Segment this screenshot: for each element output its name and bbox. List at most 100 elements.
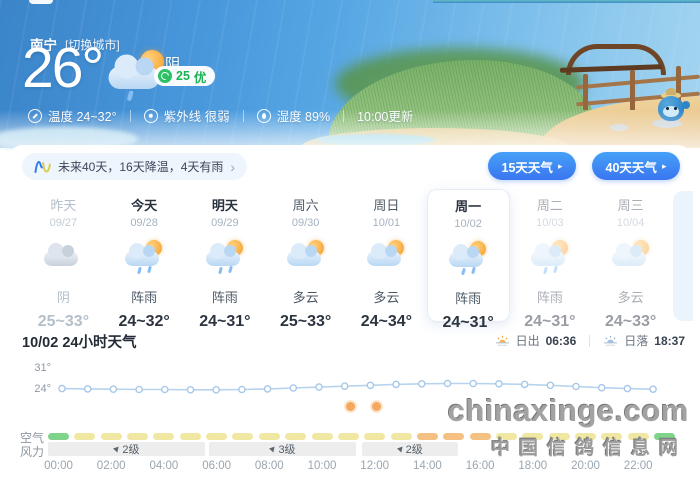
day-temp-range: 24~33° <box>604 313 657 330</box>
air-quality-segment <box>311 433 333 440</box>
switch-city-link[interactable]: [切换城市] <box>65 37 120 52</box>
day-column-sunday[interactable]: 周日 10/01 多云 24~34° <box>346 189 427 330</box>
trend-40day-pill[interactable]: 未来40天，16天降温，4天有雨 › <box>22 153 248 180</box>
day-column-monday-selected[interactable]: 周一 10/02 阵雨 24~31° <box>426 189 510 331</box>
day-condition: 阵雨 <box>131 290 158 305</box>
day-name: 周三 <box>617 198 644 213</box>
air-quality-segment <box>469 433 491 440</box>
weather-15day-button[interactable]: 15天天气 ▸ <box>488 152 576 180</box>
air-quality-segment <box>153 433 175 440</box>
divider <box>129 109 131 122</box>
sunrise-icon <box>495 335 509 346</box>
weather-showers-icon <box>528 240 572 275</box>
day-name: 周六 <box>292 198 319 213</box>
wind-track: 2级 3级 2级 <box>7 442 693 456</box>
y-axis-tick-24: 24° <box>34 383 51 395</box>
day-column-tomorrow[interactable]: 明天 09/29 阵雨 24~31° <box>185 189 266 330</box>
time-axis-label: 04:00 <box>149 460 179 472</box>
weather-40day-button[interactable]: 40天天气 ▸ <box>592 152 680 180</box>
day-name: 明天 <box>211 198 238 213</box>
day-temp-range: 24~32° <box>118 313 170 330</box>
weather-showers-icon <box>446 241 490 276</box>
day-condition: 多云 <box>292 290 319 305</box>
day-column-today[interactable]: 今天 09/28 阵雨 24~32° <box>104 189 185 330</box>
time-axis-label: 18:00 <box>518 460 548 472</box>
day-date: 10/01 <box>372 217 401 229</box>
stat-uv: 紫外线 很弱 <box>143 106 230 125</box>
day-date: 09/28 <box>130 217 158 229</box>
aqi-icon <box>158 69 172 83</box>
air-quality-segment <box>522 433 544 440</box>
stat-humidity: 湿度 89% <box>256 106 330 125</box>
weather-showers-icon <box>203 240 247 275</box>
divider <box>589 334 591 347</box>
time-axis: 00:00 02:00 04:00 06:00 08:00 10:00 12:00 14:00… <box>7 460 693 474</box>
time-axis-label: 12:00 <box>360 460 390 472</box>
time-axis-label: 00:00 <box>44 460 73 472</box>
day-temp-range: 24~31° <box>199 313 251 330</box>
air-quality-segment <box>206 433 228 440</box>
day-condition: 多云 <box>617 290 644 305</box>
weather-cloudy-icon <box>284 240 328 274</box>
day-condition: 阵雨 <box>536 290 563 305</box>
time-axis-label: 02:00 <box>96 460 126 472</box>
time-axis-label: 14:00 <box>413 460 442 472</box>
air-quality-segment <box>575 433 596 440</box>
sunset-icon <box>604 335 618 346</box>
day-column-wednesday[interactable]: 周三 10/04 多云 24~33° <box>590 189 671 330</box>
mist-overlay <box>0 110 700 148</box>
day-column-saturday[interactable]: 周六 09/30 多云 25~33° <box>265 189 346 330</box>
time-axis-label: 20:00 <box>571 460 600 472</box>
day-condition: 阵雨 <box>211 290 238 305</box>
humidity-icon <box>256 108 271 123</box>
arrow-right-icon: ▸ <box>557 160 563 171</box>
fence-post <box>583 74 588 110</box>
banner-stats-row: 温度 24~32° 紫外线 很弱 湿度 89% 10:00更新 <box>28 106 413 125</box>
air-quality-segment <box>179 433 201 440</box>
air-quality-segment <box>654 433 676 440</box>
day-date: 10/04 <box>616 217 645 229</box>
time-axis-label: 10:00 <box>307 460 337 472</box>
day-date: 10/03 <box>536 217 564 229</box>
air-quality-segment <box>232 433 254 440</box>
day-name: 今天 <box>131 198 158 213</box>
air-quality-segment <box>443 433 465 440</box>
air-quality-segment <box>100 433 122 440</box>
stat-temperature-range: 温度 24~32° <box>28 106 117 125</box>
sunrise-time: 06:36 <box>545 333 577 348</box>
chevron-right-icon: › <box>230 158 236 175</box>
temp-line-chart <box>58 379 657 394</box>
air-quality-segment <box>285 433 307 440</box>
trend-summary: 未来40天，16天降温，4天有雨 <box>58 160 224 174</box>
day-name: 周日 <box>373 198 400 213</box>
cloud-icon <box>108 54 160 89</box>
day-date: 09/27 <box>49 217 78 229</box>
air-row-label: 空气 <box>20 431 45 445</box>
air-quality-segment <box>627 433 649 440</box>
divider <box>343 109 345 122</box>
hourly-sun-icon <box>345 402 355 411</box>
day-name: 昨天 <box>50 198 77 213</box>
aqi-level: 优 <box>193 70 207 85</box>
air-quality-segment <box>258 433 280 440</box>
sunset-time: 18:37 <box>654 333 685 348</box>
day-column-tuesday[interactable]: 周二 10/03 阵雨 24~31° <box>510 189 591 330</box>
arrow-right-icon: ▸ <box>661 160 667 171</box>
air-quality-segment <box>74 433 96 440</box>
wind-direction-icon <box>268 445 276 453</box>
day-name: 周二 <box>536 198 563 213</box>
wind-direction-icon <box>112 445 119 453</box>
air-quality-segment <box>548 433 570 440</box>
weather-cloudy-icon <box>364 240 408 274</box>
fence-post <box>630 70 635 110</box>
weather-cloudy-icon <box>609 240 653 274</box>
current-weather-icon <box>104 50 164 102</box>
aqi-badge[interactable]: 25 优 <box>154 66 216 86</box>
wind-level-bar: 2级 <box>361 442 458 456</box>
cropped-top-element <box>29 0 53 4</box>
day-column-yesterday[interactable]: 昨天 09/27 阴 25~33° <box>23 189 104 330</box>
hourly-sun-icon <box>372 402 382 411</box>
time-axis-label: 16:00 <box>465 460 495 472</box>
wind-level-bar: 3级 <box>208 442 357 456</box>
thermometer-gauge-icon <box>28 108 42 123</box>
